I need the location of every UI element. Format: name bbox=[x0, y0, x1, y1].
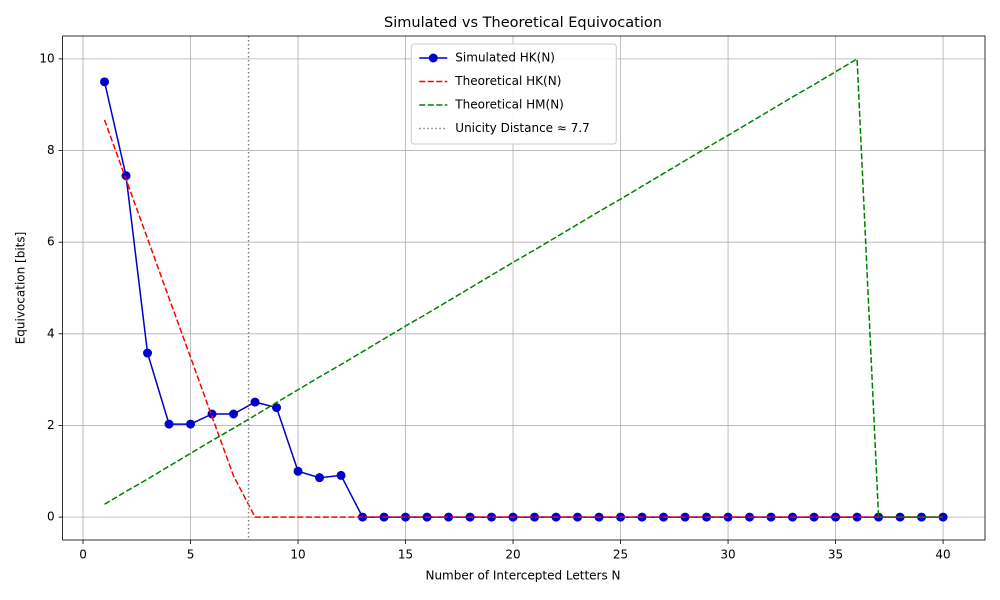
x-tick-label: 10 bbox=[290, 548, 305, 562]
data-point bbox=[336, 470, 346, 480]
series-line bbox=[103, 81, 944, 518]
x-tick-label: 5 bbox=[187, 548, 195, 562]
y-tick-label: 0 bbox=[47, 510, 55, 524]
legend-label: Theoretical HK(N) bbox=[454, 74, 561, 88]
x-tick-label: 0 bbox=[79, 548, 87, 562]
x-tick-label: 40 bbox=[935, 548, 950, 562]
data-point bbox=[401, 512, 411, 522]
data-point bbox=[444, 512, 454, 522]
plot-frame bbox=[62, 35, 986, 541]
x-tick-label: 35 bbox=[828, 548, 843, 562]
x-tick-label: 20 bbox=[505, 548, 520, 562]
legend-label: Simulated HK(N) bbox=[455, 51, 555, 65]
data-point bbox=[487, 512, 497, 522]
y-tick-label: 2 bbox=[47, 418, 55, 432]
data-point bbox=[530, 512, 540, 522]
data-point bbox=[809, 512, 819, 522]
y-tick-label: 6 bbox=[47, 235, 55, 249]
y-tick-label: 10 bbox=[39, 51, 54, 65]
data-point bbox=[293, 466, 303, 476]
chart-title: Simulated vs Theoretical Equivocation bbox=[384, 15, 662, 31]
legend-marker bbox=[428, 53, 438, 63]
data-point bbox=[250, 397, 260, 407]
y-tick-label: 8 bbox=[47, 143, 55, 157]
data-point bbox=[852, 512, 862, 522]
data-point bbox=[229, 409, 239, 419]
series-line bbox=[103, 119, 944, 518]
legend-box bbox=[410, 43, 617, 145]
data-point bbox=[573, 512, 583, 522]
data-point bbox=[766, 512, 776, 522]
legend-label: Unicity Distance ≈ 7.7 bbox=[455, 121, 590, 135]
x-tick-label: 15 bbox=[398, 548, 413, 562]
data-point bbox=[143, 348, 153, 358]
data-point bbox=[164, 419, 174, 429]
x-axis-label: Number of Intercepted Letters N bbox=[425, 569, 620, 583]
y-tick-label: 4 bbox=[47, 326, 55, 340]
x-tick-label: 25 bbox=[613, 548, 628, 562]
y-axis-label: Equivocation [bits] bbox=[14, 232, 28, 345]
series-line bbox=[104, 57, 944, 518]
data-point bbox=[186, 419, 196, 429]
data-point bbox=[272, 403, 282, 413]
legend-label: Theoretical HM(N) bbox=[454, 98, 564, 112]
x-tick-label: 30 bbox=[720, 548, 735, 562]
data-point bbox=[315, 473, 325, 483]
data-point bbox=[100, 77, 110, 87]
